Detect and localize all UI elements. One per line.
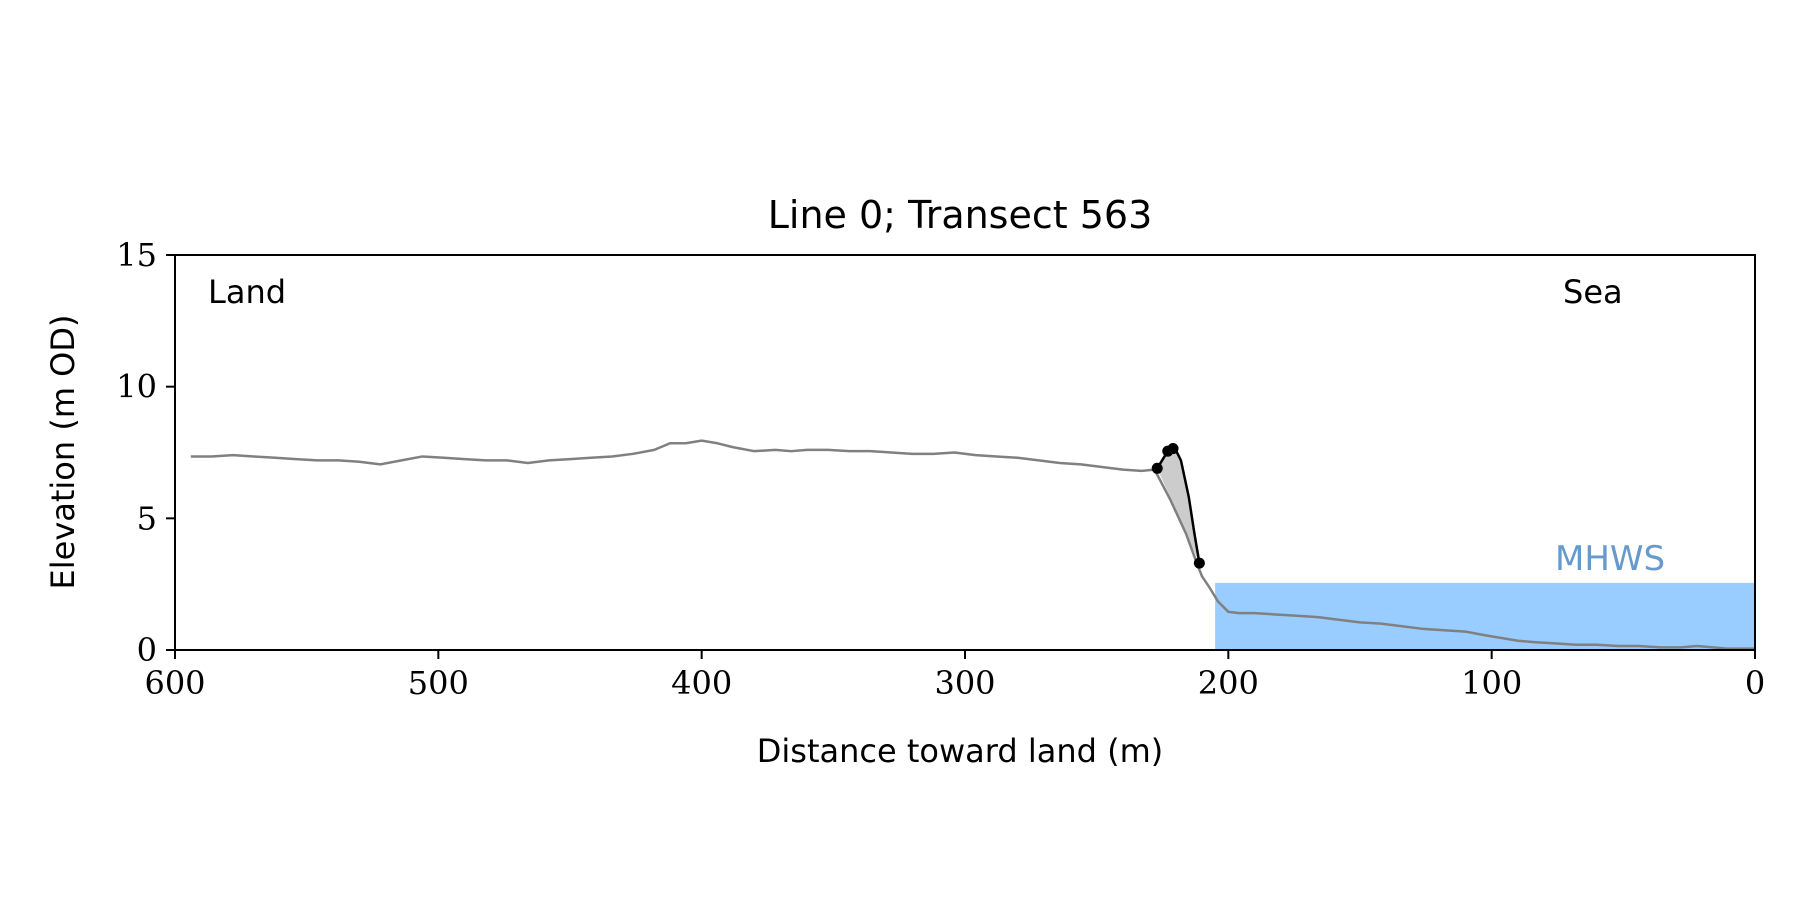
- cliff-fill: [1157, 448, 1200, 564]
- y-tick-label: 15: [116, 236, 157, 274]
- x-axis: 600 500 400 300 200 100 0: [144, 650, 1765, 702]
- cliff-point: [1193, 557, 1205, 569]
- x-tick-label: 600: [144, 664, 205, 702]
- y-axis-label: Elevation (m OD): [44, 315, 82, 590]
- x-tick-label: 0: [1745, 664, 1765, 702]
- land-annotation: Land: [208, 273, 286, 311]
- profile-line: [190, 439, 1755, 650]
- x-tick-label: 400: [671, 664, 732, 702]
- x-tick-label: 500: [408, 664, 469, 702]
- x-tick-label: 100: [1461, 664, 1522, 702]
- sea-annotation: Sea: [1563, 273, 1623, 311]
- plot-area: [190, 439, 1755, 650]
- cliff-point: [1151, 462, 1163, 474]
- x-tick-label: 200: [1198, 664, 1259, 702]
- chart-title: Line 0; Transect 563: [768, 193, 1153, 237]
- cliff-point: [1167, 443, 1179, 455]
- y-tick-label: 0: [137, 631, 157, 669]
- x-tick-label: 300: [934, 664, 995, 702]
- x-axis-label: Distance toward land (m): [757, 732, 1163, 770]
- mhws-label: MHWS: [1555, 539, 1665, 579]
- y-axis: 0 5 10 15: [116, 236, 175, 669]
- y-tick-label: 5: [137, 499, 157, 537]
- y-tick-label: 10: [116, 368, 157, 406]
